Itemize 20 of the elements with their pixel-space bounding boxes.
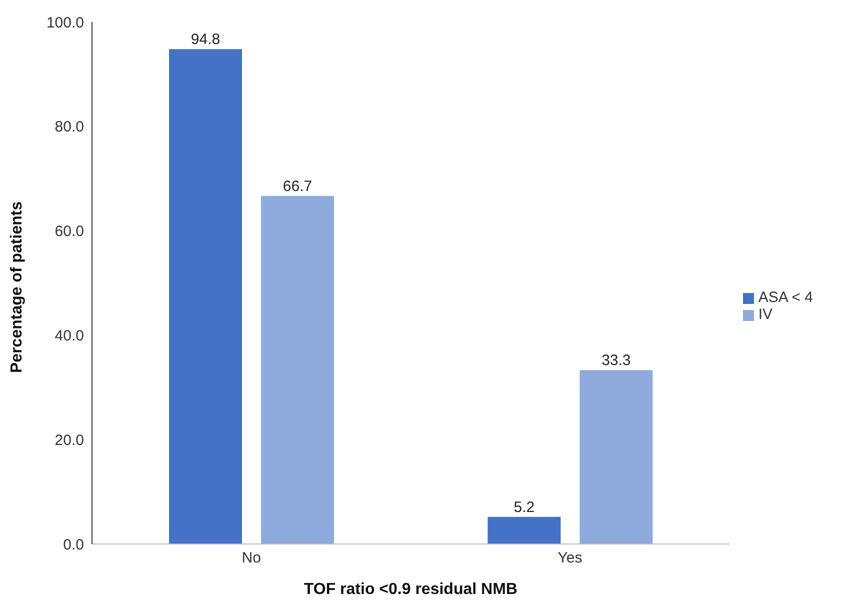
data-label: 66.7	[282, 178, 312, 195]
y-tick-label: 60.0	[54, 223, 84, 240]
bar	[580, 370, 653, 544]
y-tick-label: 0.0	[63, 536, 84, 554]
bar	[169, 49, 242, 544]
bar	[261, 196, 334, 544]
data-label: 33.3	[602, 352, 631, 370]
data-label: 5.2	[514, 498, 535, 516]
bar	[488, 516, 561, 544]
y-tick-label: 20.0	[54, 432, 84, 449]
x-axis-title: TOF ratio <0.9 residual NMB	[304, 581, 518, 598]
legend-label: ASA < 4	[758, 289, 813, 306]
y-axis-title: Percentage of patients	[8, 201, 26, 373]
y-tick-label: 80.0	[54, 118, 84, 136]
legend-label: IV	[758, 306, 773, 323]
y-tick-label: 100.0	[46, 14, 84, 32]
y-tick-label: 40.0	[54, 328, 84, 345]
data-label: 94.8	[190, 31, 220, 48]
x-tick-label: Yes	[558, 550, 582, 567]
x-tick-label: No	[242, 550, 261, 567]
